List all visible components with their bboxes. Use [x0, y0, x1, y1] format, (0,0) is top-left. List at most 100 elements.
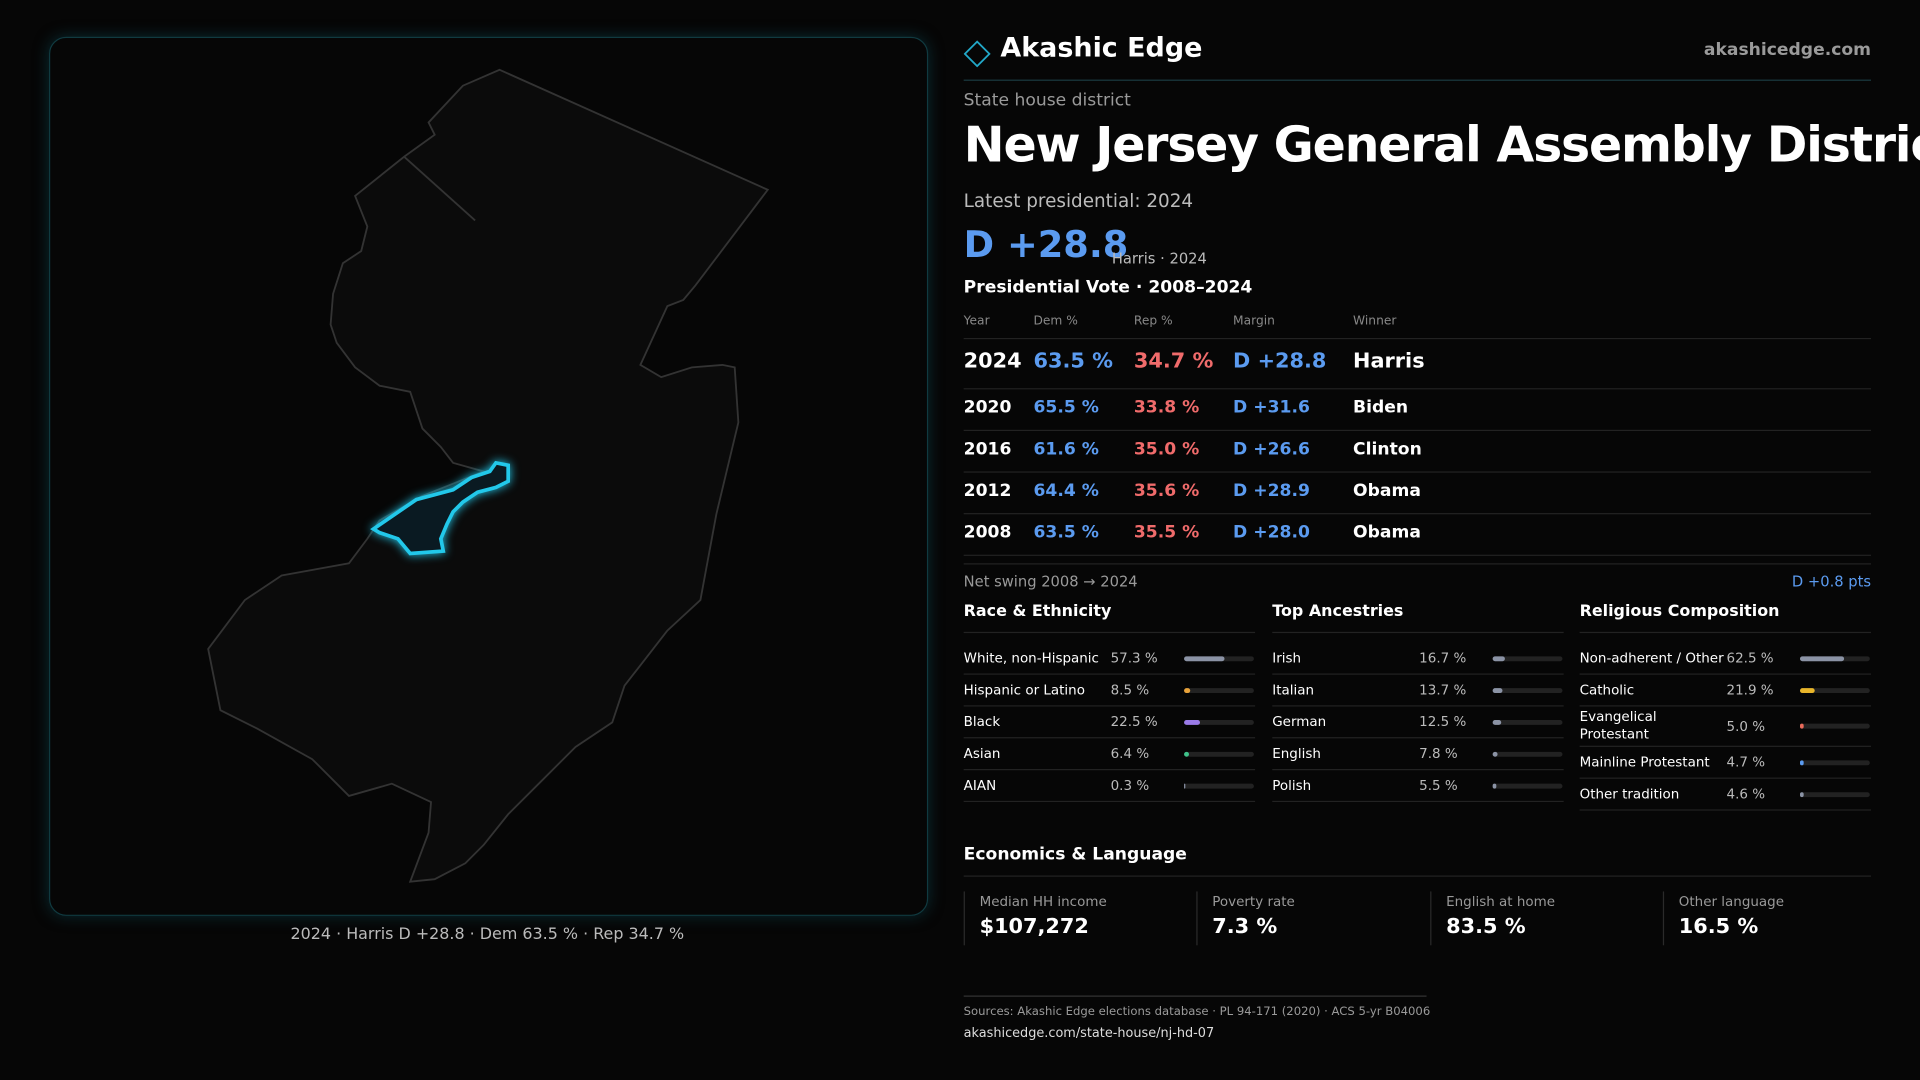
- econ-card: Median HH income $107,272: [963, 891, 1107, 946]
- card-label: Median HH income: [979, 893, 1107, 910]
- table-cell: D +28.8: [1233, 348, 1327, 374]
- bar-track: [1492, 719, 1563, 725]
- row-name: Black: [963, 713, 1001, 730]
- row-name: Polish: [1272, 776, 1312, 793]
- swing-label: Net swing 2008 → 2024: [963, 573, 1138, 591]
- row-value: 5.5 %: [1419, 777, 1458, 794]
- table-cell: 2008: [963, 522, 1012, 543]
- bar-track: [1800, 655, 1870, 661]
- profile-row: English 7.8 %: [1272, 738, 1564, 771]
- table-cell: 35.0 %: [1133, 439, 1200, 460]
- bar-track: [1800, 687, 1870, 693]
- table-cell: 2016: [963, 439, 1012, 460]
- table-cell: Biden: [1353, 397, 1409, 418]
- profile-row: Italian 13.7 %: [1272, 675, 1564, 707]
- card-label: Poverty rate: [1212, 893, 1295, 910]
- profile-row: Other tradition 4.6 %: [1579, 779, 1872, 811]
- table-row: 2012 64.4 % 35.6 % D +28.9 Obama: [963, 471, 1872, 515]
- row-value: 4.6 %: [1726, 786, 1766, 803]
- brand: Akashic Edge: [1000, 33, 1203, 64]
- profile-row: White, non-Hispanic 57.3 %: [963, 643, 1256, 675]
- divider: [963, 79, 1872, 81]
- bar: [1184, 655, 1225, 661]
- econ-card: English at home 83.5 %: [1430, 891, 1555, 946]
- table-cell: D +26.6: [1233, 439, 1310, 460]
- row-name: Irish: [1272, 649, 1302, 666]
- bar-track: [1184, 719, 1254, 725]
- column-header: Year: [963, 314, 990, 329]
- row-value: 57.3 %: [1110, 650, 1158, 667]
- table-row: 2024 63.5 % 34.7 % D +28.8 Harris: [963, 338, 1872, 390]
- row-value: 4.7 %: [1726, 754, 1766, 771]
- table-row: 2016 61.6 % 35.0 % D +26.6 Clinton: [963, 430, 1872, 473]
- bar: [1800, 791, 1804, 797]
- card-value: 16.5 %: [1678, 914, 1759, 940]
- table-cell: 65.5 %: [1033, 397, 1099, 418]
- card-value: $107,272: [979, 914, 1089, 940]
- row-name: Italian: [1272, 681, 1315, 698]
- row-name: AIAN: [963, 776, 997, 793]
- bar: [1492, 719, 1502, 725]
- card-value: 83.5 %: [1446, 914, 1526, 940]
- sources: Sources: Akashic Edge elections database…: [963, 1005, 1431, 1019]
- section-title: Top Ancestries: [1272, 602, 1564, 634]
- profile-row: AIAN 0.3 %: [963, 770, 1256, 803]
- profile-column: Top Ancestries Irish 16.7 % Italian 13.7 % Ge…: [1272, 602, 1564, 803]
- bar: [1800, 759, 1804, 765]
- divider: [963, 875, 1872, 877]
- row-name: Evangelical Protestant: [1579, 708, 1657, 743]
- row-name: Other tradition: [1579, 785, 1680, 802]
- bar-track: [1492, 783, 1563, 788]
- row-name: Asian: [963, 745, 1001, 762]
- column-header: Dem %: [1033, 314, 1078, 329]
- profile-row: Evangelical Protestant 5.0 %: [1579, 707, 1872, 747]
- row-name: German: [1272, 713, 1327, 730]
- table-header: Year Dem % Rep % Margin Winner: [963, 309, 1872, 340]
- row-value: 16.7 %: [1419, 650, 1467, 667]
- row-value: 5.0 %: [1726, 718, 1766, 735]
- bar: [1492, 783, 1497, 788]
- table-cell: Clinton: [1353, 439, 1422, 460]
- profile-row: Catholic 21.9 %: [1579, 675, 1872, 707]
- table-cell: D +28.9: [1233, 481, 1310, 501]
- table-cell: 34.7 %: [1133, 348, 1214, 374]
- card-value: 7.3 %: [1212, 914, 1278, 940]
- bar-track: [1800, 723, 1870, 729]
- profile-column: Religious Composition Non-adherent / Othe…: [1579, 602, 1872, 811]
- row-value: 8.5 %: [1110, 682, 1150, 698]
- row-value: 13.7 %: [1419, 682, 1467, 698]
- table-cell: 63.5 %: [1033, 522, 1099, 543]
- margin: D +28.8: [963, 224, 1129, 267]
- bar-track: [1184, 687, 1254, 693]
- profile-row: Black 22.5 %: [963, 707, 1256, 739]
- margin-note: Harris · 2024: [1111, 249, 1207, 267]
- table-cell: 2012: [963, 481, 1012, 501]
- bar-track: [1492, 687, 1563, 693]
- row-value: 6.4 %: [1110, 745, 1150, 762]
- site: akashicedge.com: [1703, 40, 1872, 61]
- table-cell: 35.6 %: [1133, 481, 1200, 501]
- table-title: Presidential Vote · 2008–2024: [963, 277, 1253, 298]
- bar: [1492, 655, 1505, 661]
- profile-row: Hispanic or Latino 8.5 %: [963, 675, 1256, 707]
- bar: [1184, 687, 1191, 693]
- table-cell: Obama: [1353, 481, 1421, 501]
- profile-column: Race & Ethnicity White, non-Hispanic 57.3 …: [963, 602, 1256, 803]
- column-header: Margin: [1233, 314, 1275, 329]
- bar: [1800, 723, 1804, 729]
- table-cell: 2024: [963, 348, 1022, 374]
- row-name: Non-adherent / Other: [1579, 649, 1724, 666]
- row-name: English: [1272, 745, 1321, 762]
- profile-row: Irish 16.7 %: [1272, 643, 1564, 675]
- row-name: Catholic: [1579, 681, 1635, 698]
- section-title: Religious Composition: [1579, 602, 1872, 634]
- url: akashicedge.com/state-house/nj-hd-07: [963, 1026, 1215, 1041]
- logo: [963, 40, 991, 68]
- profile-row: Asian 6.4 %: [963, 738, 1256, 771]
- bar: [1800, 687, 1816, 693]
- profile-row: German 12.5 %: [1272, 707, 1564, 739]
- latest-label: Latest presidential: 2024: [963, 189, 1194, 212]
- econ-card: Poverty rate 7.3 %: [1196, 891, 1295, 946]
- table-cell: 35.5 %: [1133, 522, 1200, 543]
- bar-track: [1492, 751, 1563, 757]
